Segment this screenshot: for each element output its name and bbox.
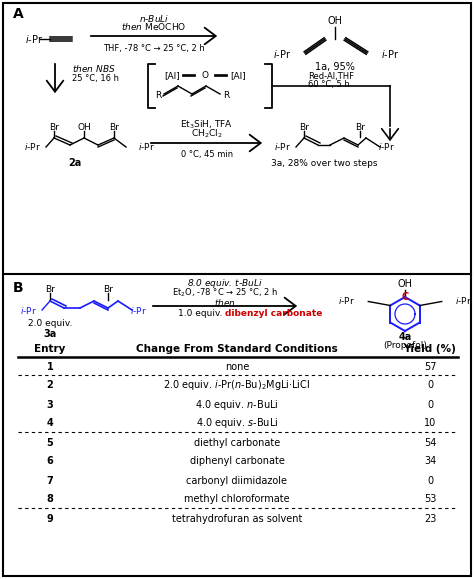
Text: carbonyl diimidazole: carbonyl diimidazole [186,475,288,486]
Text: (Propofol): (Propofol) [383,342,427,350]
Text: 3a, 28% over two steps: 3a, 28% over two steps [271,159,377,167]
Text: 9: 9 [46,514,54,523]
Text: $i$-Pr: $i$-Pr [273,48,291,60]
Text: 25 °C, 16 h: 25 °C, 16 h [72,75,119,83]
Text: OH: OH [77,123,91,131]
Text: Entry: Entry [34,344,66,354]
Text: $i$-Pr: $i$-Pr [378,141,395,152]
Text: Red-Al,THF: Red-Al,THF [308,71,354,80]
Text: dibenzyl carbonate: dibenzyl carbonate [225,309,322,317]
Text: 53: 53 [424,494,436,504]
Text: $i$-Pr: $i$-Pr [20,305,37,316]
Text: 8.0 equiv. $t$-BuLi: 8.0 equiv. $t$-BuLi [187,277,263,291]
Text: $i$-Pr: $i$-Pr [130,305,147,316]
Text: 6: 6 [46,456,54,467]
Text: 7: 7 [46,475,54,486]
Text: R: R [155,91,161,101]
Text: OH: OH [398,279,412,289]
Text: 4a: 4a [398,332,411,342]
Text: 8: 8 [46,494,54,504]
Text: Br: Br [299,123,309,131]
Text: 2.0 equiv. $i$-Pr($n$-Bu)$_2$MgLi·LiCl: 2.0 equiv. $i$-Pr($n$-Bu)$_2$MgLi·LiCl [164,379,310,393]
Text: 0 °C, 45 min: 0 °C, 45 min [181,151,233,159]
Text: Br: Br [45,284,55,294]
Text: tetrahydrofuran as solvent: tetrahydrofuran as solvent [172,514,302,523]
Text: $i$-Pr: $i$-Pr [381,48,399,60]
Text: 0: 0 [427,380,433,390]
Text: $i$-Pr: $i$-Pr [338,295,356,306]
Text: Br: Br [49,123,59,131]
Text: diethyl carbonate: diethyl carbonate [194,438,280,448]
Text: A: A [13,7,24,21]
Text: 3a: 3a [44,329,56,339]
Text: THF, -78 °C → 25 °C, 2 h: THF, -78 °C → 25 °C, 2 h [103,43,205,53]
Text: 10: 10 [424,419,436,428]
Text: $n$-BuLi: $n$-BuLi [139,13,169,24]
Text: Br: Br [355,123,365,131]
Text: Br: Br [103,284,113,294]
Text: [Al]: [Al] [230,71,246,80]
Text: 3: 3 [46,400,54,409]
Text: $then$ NBS: $then$ NBS [72,64,116,75]
Text: $i$-Pr: $i$-Pr [25,33,43,45]
Text: $then$: $then$ [214,298,236,309]
Text: 57: 57 [424,361,436,372]
Text: 4.0 equiv. $s$-BuLi: 4.0 equiv. $s$-BuLi [196,416,278,431]
Text: 1: 1 [46,361,54,372]
Text: 5: 5 [46,438,54,448]
Text: 34: 34 [424,456,436,467]
Text: C: C [401,292,409,302]
Text: [Al]: [Al] [164,71,180,80]
Text: Change From Standard Conditions: Change From Standard Conditions [136,344,338,354]
Text: O: O [201,71,209,80]
Text: methyl chloroformate: methyl chloroformate [184,494,290,504]
Text: 0: 0 [427,400,433,409]
Text: $i$-Pr: $i$-Pr [138,141,155,152]
Text: 1a, 95%: 1a, 95% [315,62,355,72]
Text: 1.0 equiv.: 1.0 equiv. [178,309,225,317]
Text: diphenyl carbonate: diphenyl carbonate [190,456,284,467]
Text: B: B [13,281,24,295]
Text: 2.0 equiv.: 2.0 equiv. [28,320,72,328]
Text: $then$ MeOCHO: $then$ MeOCHO [121,20,187,31]
Text: $i$-Pr: $i$-Pr [24,141,41,152]
Text: CH$_2$Cl$_2$: CH$_2$Cl$_2$ [191,128,223,140]
Text: Et$_3$SiH, TFA: Et$_3$SiH, TFA [181,119,234,131]
Text: Et$_2$O, -78 °C → 25 °C, 2 h: Et$_2$O, -78 °C → 25 °C, 2 h [172,287,278,299]
Text: 54: 54 [424,438,436,448]
Text: none: none [225,361,249,372]
Text: 23: 23 [424,514,436,523]
Text: R: R [223,91,229,101]
Text: $i$-Pr: $i$-Pr [274,141,291,152]
Text: 2: 2 [46,380,54,390]
Text: 60 °C, 5 h: 60 °C, 5 h [308,80,350,90]
Text: 2a: 2a [68,158,82,168]
Text: 0: 0 [427,475,433,486]
Text: $i$-Pr: $i$-Pr [455,295,472,306]
Text: OH: OH [328,16,343,26]
Text: 4.0 equiv. $n$-BuLi: 4.0 equiv. $n$-BuLi [195,398,279,412]
Text: Br: Br [109,123,119,131]
Text: 4: 4 [46,419,54,428]
Text: Yield (%): Yield (%) [403,344,456,354]
